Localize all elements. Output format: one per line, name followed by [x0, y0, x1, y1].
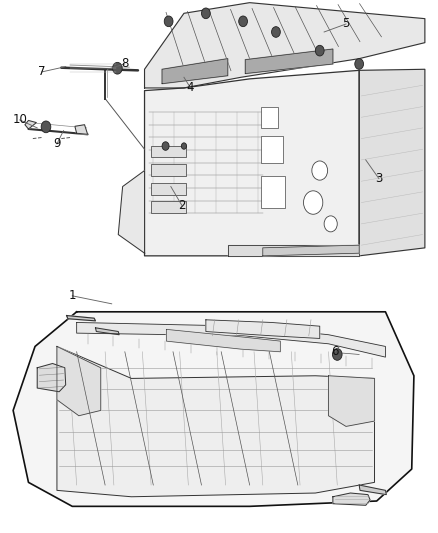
Polygon shape	[359, 485, 386, 495]
Polygon shape	[206, 320, 320, 338]
Bar	[261, 176, 285, 208]
Text: 4: 4	[187, 82, 194, 94]
Circle shape	[181, 143, 187, 149]
Polygon shape	[228, 245, 359, 256]
Polygon shape	[57, 346, 374, 497]
Bar	[151, 183, 186, 195]
Text: 7: 7	[38, 66, 46, 78]
Circle shape	[164, 16, 173, 27]
Polygon shape	[118, 171, 145, 253]
Polygon shape	[25, 120, 36, 129]
Circle shape	[324, 216, 337, 232]
Polygon shape	[263, 245, 359, 256]
Circle shape	[113, 62, 122, 74]
Polygon shape	[37, 364, 66, 392]
Circle shape	[355, 59, 364, 69]
Circle shape	[239, 16, 247, 27]
Polygon shape	[359, 69, 425, 256]
Polygon shape	[95, 328, 119, 335]
Circle shape	[41, 121, 51, 133]
Text: 2: 2	[178, 199, 186, 212]
Bar	[261, 107, 278, 128]
Circle shape	[201, 8, 210, 19]
Polygon shape	[145, 3, 425, 88]
Circle shape	[304, 191, 323, 214]
Text: 5: 5	[343, 18, 350, 30]
Polygon shape	[13, 312, 414, 506]
Polygon shape	[166, 329, 280, 352]
Polygon shape	[328, 376, 374, 426]
Text: 3: 3	[375, 172, 382, 185]
Circle shape	[272, 27, 280, 37]
Polygon shape	[333, 493, 370, 505]
Circle shape	[315, 45, 324, 56]
Circle shape	[332, 349, 342, 360]
Bar	[151, 201, 186, 213]
Polygon shape	[162, 59, 228, 84]
Text: 10: 10	[12, 114, 27, 126]
Polygon shape	[145, 70, 359, 256]
Bar	[151, 146, 186, 157]
Circle shape	[162, 142, 169, 150]
Text: 6: 6	[331, 345, 339, 358]
Polygon shape	[245, 49, 333, 74]
Bar	[261, 136, 283, 163]
Polygon shape	[57, 346, 101, 416]
Bar	[151, 164, 186, 176]
Circle shape	[312, 161, 328, 180]
Polygon shape	[75, 125, 88, 134]
Polygon shape	[77, 322, 385, 357]
Text: 9: 9	[53, 138, 61, 150]
Text: 1: 1	[68, 289, 76, 302]
Polygon shape	[67, 316, 95, 321]
Text: 8: 8	[121, 58, 128, 70]
